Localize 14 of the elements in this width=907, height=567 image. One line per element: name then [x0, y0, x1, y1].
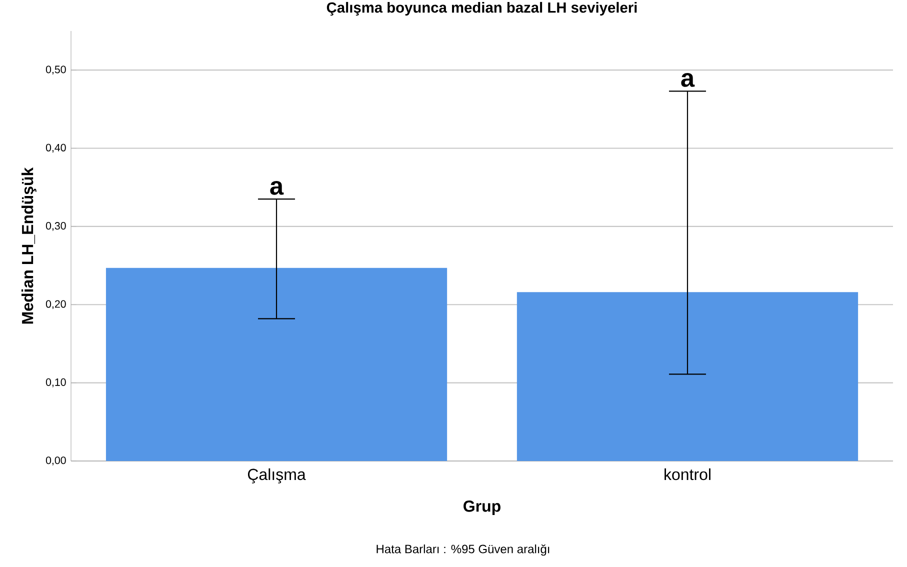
y-tick-label: 0,30 [46, 222, 66, 231]
y-tick-label: 0,10 [46, 378, 66, 388]
x-axis-title: Grup [464, 500, 500, 515]
chart-title: Çalışma boyunca median bazal LH seviyeleri [326, 2, 637, 16]
y-tick-label: 0,40 [46, 144, 66, 153]
y-tick-label: 0,20 [46, 300, 66, 310]
y-tick-label: 0,00 [46, 456, 66, 466]
x-tick-label: Çalışma [248, 468, 306, 484]
x-tick-label: kontrol [664, 468, 710, 480]
y-axis-title: Median LH_Endüşük [21, 167, 36, 324]
annotation: a [681, 73, 695, 87]
y-tick-label: 0,50 [46, 66, 66, 74]
text: Hata Barları : %95 Güven aralığı [376, 544, 550, 556]
annotation: a [270, 180, 284, 195]
